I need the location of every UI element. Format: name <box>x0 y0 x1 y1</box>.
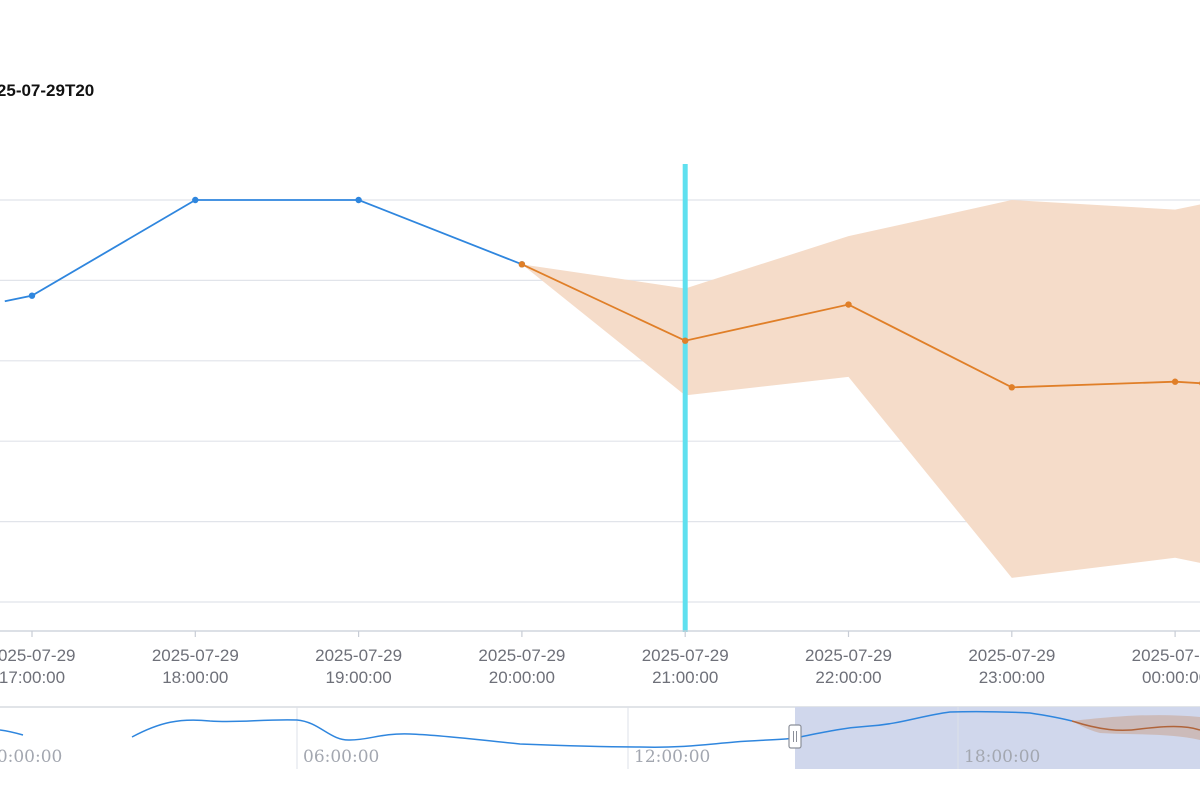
x-tick-label-time: 18:00:00 <box>162 668 228 687</box>
x-tick-label-time: 22:00:00 <box>815 668 881 687</box>
forecast-interval-area <box>521 200 1200 578</box>
navigator: 00:00:00 06:00:00 12:00:00 18:00:00 <box>0 706 1200 769</box>
navigator-tick-label: 00:00:00 <box>0 747 62 767</box>
x-tick-label-date: 2025-07-29 <box>642 646 729 665</box>
x-axis: 2025-07-29 17:00:00 2025-07-29 18:00:00 2025… <box>0 630 1200 687</box>
x-tick-label-date: 2025-07-29 <box>805 646 892 665</box>
navigator-history-line <box>131 710 1073 748</box>
navigator-tick-label: 12:00:00 <box>634 747 710 767</box>
forecast-interval-band <box>521 200 1200 578</box>
history-point[interactable] <box>28 292 36 299</box>
navigator-history-line <box>0 729 24 736</box>
forecast-point[interactable] <box>518 261 526 268</box>
history-point[interactable] <box>192 196 199 204</box>
x-tick-label-date: 2025-07-29 <box>968 646 1055 665</box>
x-tick-label-date: 2025-07-29 <box>0 646 75 665</box>
current-time-marker-layer <box>682 164 688 632</box>
navigator-tick-label: 18:00:00 <box>964 747 1040 767</box>
series-points <box>28 196 1200 391</box>
navigator-handle[interactable] <box>788 724 802 749</box>
current-time-marker <box>682 164 688 632</box>
x-tick-label-time: 17:00:00 <box>0 668 65 687</box>
history-line <box>4 199 523 303</box>
navigator-forecast-line <box>1071 720 1200 732</box>
x-tick-label-time: 19:00:00 <box>326 668 392 687</box>
x-tick-label-time: 20:00:00 <box>489 668 555 687</box>
chart-title: 2025-07-29T20 <box>0 81 95 100</box>
x-tick-label-date: 2025-07-30 <box>1132 646 1200 665</box>
forecast-point[interactable] <box>682 337 689 344</box>
forecast-line <box>521 263 1200 389</box>
navigator-tick-label: 06:00:00 <box>303 747 379 767</box>
x-tick-label-date: 2025-07-29 <box>152 646 239 665</box>
forecast-point[interactable] <box>1008 384 1015 391</box>
forecast-point[interactable] <box>1171 378 1179 385</box>
forecast-point[interactable] <box>845 301 852 308</box>
history-point[interactable] <box>355 196 362 204</box>
navigator-forecast-band <box>1072 715 1200 740</box>
x-tick-label-time: 23:00:00 <box>979 668 1045 687</box>
x-tick-label-time: 21:00:00 <box>652 668 718 687</box>
x-tick-label-date: 2025-07-29 <box>315 646 402 665</box>
x-tick-label-date: 2025-07-29 <box>478 646 565 665</box>
x-tick-label-time: 00:00:00 <box>1142 668 1200 687</box>
